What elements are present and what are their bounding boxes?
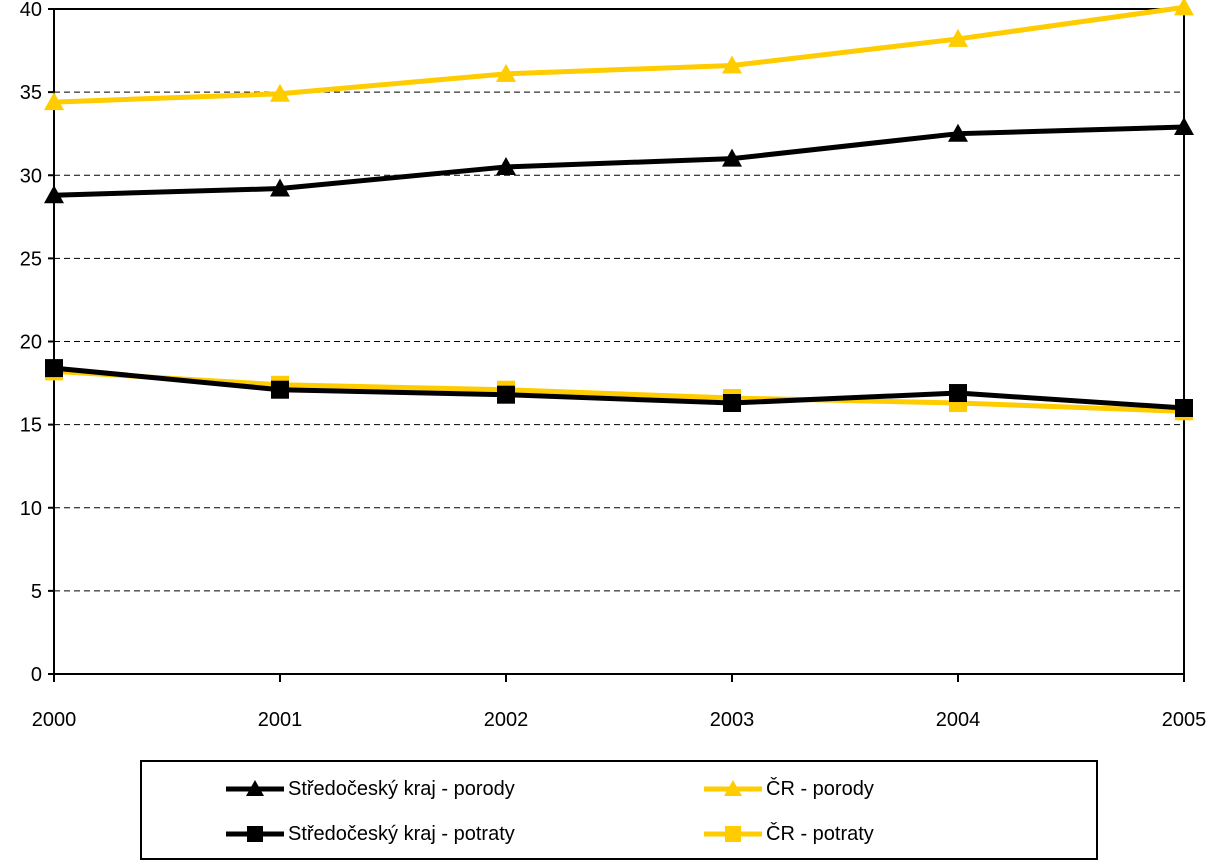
y-tick-label: 0 (31, 664, 42, 686)
data-point (270, 83, 290, 102)
data-point (496, 63, 516, 82)
data-point (1175, 399, 1193, 417)
x-tick-label: 2004 (936, 709, 981, 731)
line-chart: 0 5 10 15 20 25 30 35 40 2000 2001 2002 2003 2004 2005 (20, 0, 1207, 731)
legend-swatch-1 (704, 780, 762, 796)
legend-item-series-3: ČR - potraty (702, 819, 874, 849)
x-tick-label: 2002 (484, 709, 529, 731)
x-tick-label: 2001 (258, 709, 303, 731)
legend-swatch-0 (226, 780, 284, 796)
x-tick-label: 2000 (32, 709, 77, 731)
data-point (497, 385, 515, 404)
series-line-3 (53, 368, 1185, 414)
y-tick-label: 20 (20, 332, 42, 354)
data-point (722, 148, 742, 167)
legend-label-3: ČR - potraty (766, 822, 874, 845)
data-point (948, 28, 968, 47)
series-1 (44, 0, 1194, 111)
legend-item-series-1: ČR - porody (702, 774, 874, 804)
data-point (723, 394, 741, 413)
y-tick-label: 30 (20, 165, 42, 187)
legend-label-1: ČR - porody (766, 777, 874, 800)
series-group (44, 0, 1194, 421)
y-tick-label: 5 (31, 581, 42, 603)
legend-swatch-3 (704, 826, 762, 842)
series-2 (45, 359, 1193, 417)
legend: Středočeský kraj - porody ČR - porody St… (140, 760, 1098, 860)
x-tick-label: 2005 (1162, 709, 1207, 731)
y-tick-label: 10 (20, 498, 42, 520)
x-tick-label: 2003 (710, 709, 755, 731)
series-line-1 (53, 4, 1185, 105)
legend-label-2: Středočeský kraj - potraty (288, 822, 515, 845)
series-0 (44, 117, 1194, 204)
legend-item-series-2: Středočeský kraj - potraty (224, 819, 515, 849)
y-tick-label: 25 (20, 248, 42, 270)
data-point (44, 185, 64, 204)
series-line-0 (53, 124, 1185, 198)
legend-swatch-2 (226, 826, 284, 842)
data-point (948, 123, 968, 142)
axes: 0 5 10 15 20 25 30 35 40 2000 2001 2002 2003 2004 2005 (20, 0, 1207, 731)
data-point (45, 359, 63, 378)
legend-label-0: Středočeský kraj - porody (288, 777, 515, 800)
series-3 (45, 362, 1193, 421)
data-point (496, 156, 516, 175)
series-line-2 (53, 365, 1185, 411)
y-tick-label: 35 (20, 82, 42, 104)
y-tick-label: 40 (20, 0, 42, 21)
y-tick-label: 15 (20, 415, 42, 437)
data-point (271, 380, 289, 399)
data-point (1174, 117, 1194, 136)
legend-item-series-0: Středočeský kraj - porody (224, 774, 515, 804)
data-point (1174, 0, 1194, 16)
data-point (949, 384, 967, 403)
data-point (722, 55, 742, 74)
data-point (270, 178, 290, 197)
data-point (44, 92, 64, 111)
